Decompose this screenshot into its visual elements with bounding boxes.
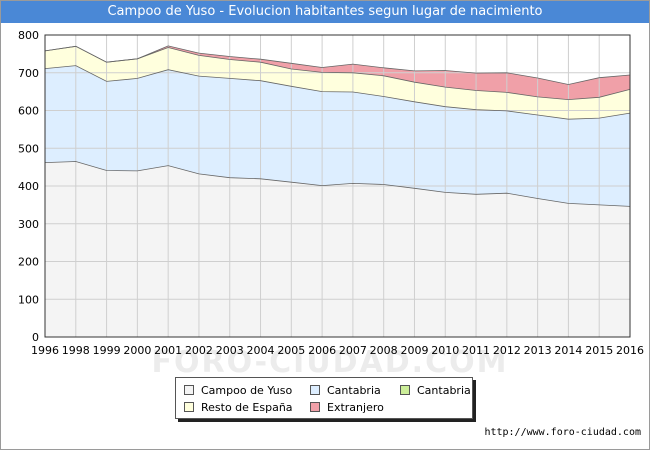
series-area-0: [45, 161, 630, 337]
x-tick-label: 2001: [154, 344, 182, 357]
legend-swatch-cantabria-2: [400, 385, 410, 395]
series-area-4: [45, 45, 630, 100]
x-tick-label: 2016: [616, 344, 644, 357]
x-tick-label: 2010: [431, 344, 459, 357]
legend-label-campoo: Campoo de Yuso: [201, 384, 293, 397]
x-tick-label: 2000: [123, 344, 151, 357]
y-tick-label: 400: [18, 180, 39, 193]
series-area-3: [45, 46, 630, 120]
legend-item-extranjero: Extranjero: [310, 401, 384, 415]
x-tick-label: 2009: [400, 344, 428, 357]
legend-item-cantabria: Cantabria: [310, 384, 381, 398]
chart-title: Campoo de Yuso - Evolucion habitantes se…: [1, 1, 649, 23]
series-area-1: [45, 65, 630, 207]
y-tick-label: 100: [18, 293, 39, 306]
x-tick-label: 2003: [216, 344, 244, 357]
y-tick-label: 200: [18, 256, 39, 269]
x-tick-label: 2013: [524, 344, 552, 357]
x-tick-label: 1996: [31, 344, 59, 357]
y-tick-label: 700: [18, 67, 39, 80]
legend-swatch-campoo: [184, 385, 194, 395]
legend: Campoo de Yuso Cantabria Cantabria Resto…: [175, 377, 473, 419]
y-tick-label: 0: [32, 331, 39, 344]
x-tick-label: 2014: [554, 344, 582, 357]
x-tick-label: 2011: [462, 344, 490, 357]
x-tick-label: 2002: [185, 344, 213, 357]
x-tick-label: 2007: [339, 344, 367, 357]
legend-item-resto: Resto de España: [184, 401, 293, 415]
x-tick-label: 2004: [247, 344, 275, 357]
legend-label-extranjero: Extranjero: [327, 401, 384, 414]
series-line-0: [44, 161, 631, 207]
legend-label-resto: Resto de España: [201, 401, 293, 414]
x-tick-label: 1999: [93, 344, 121, 357]
legend-swatch-cantabria: [310, 385, 320, 395]
y-tick-label: 300: [18, 218, 39, 231]
watermark-text: FORO-CIUDAD.COM: [151, 345, 509, 380]
series-line-4: [44, 45, 631, 85]
x-tick-label: 2015: [585, 344, 613, 357]
legend-item-cantabria-2: Cantabria: [400, 384, 471, 398]
x-tick-label: 2005: [277, 344, 305, 357]
legend-swatch-extranjero: [310, 402, 320, 412]
x-tick-label: 1998: [62, 344, 90, 357]
legend-swatch-resto: [184, 402, 194, 412]
y-tick-label: 600: [18, 105, 39, 118]
legend-label-cantabria-2: Cantabria: [417, 384, 471, 397]
x-tick-label: 2006: [308, 344, 336, 357]
plot-border: [44, 34, 631, 338]
legend-item-campoo: Campoo de Yuso: [184, 384, 292, 398]
y-tick-label: 500: [18, 142, 39, 155]
series-line-1: [44, 65, 631, 120]
legend-label-cantabria: Cantabria: [327, 384, 381, 397]
y-tick-label: 800: [18, 29, 39, 42]
x-tick-label: 2012: [493, 344, 521, 357]
source-link[interactable]: http://www.foro-ciudad.com: [484, 427, 641, 438]
x-tick-label: 2008: [370, 344, 398, 357]
